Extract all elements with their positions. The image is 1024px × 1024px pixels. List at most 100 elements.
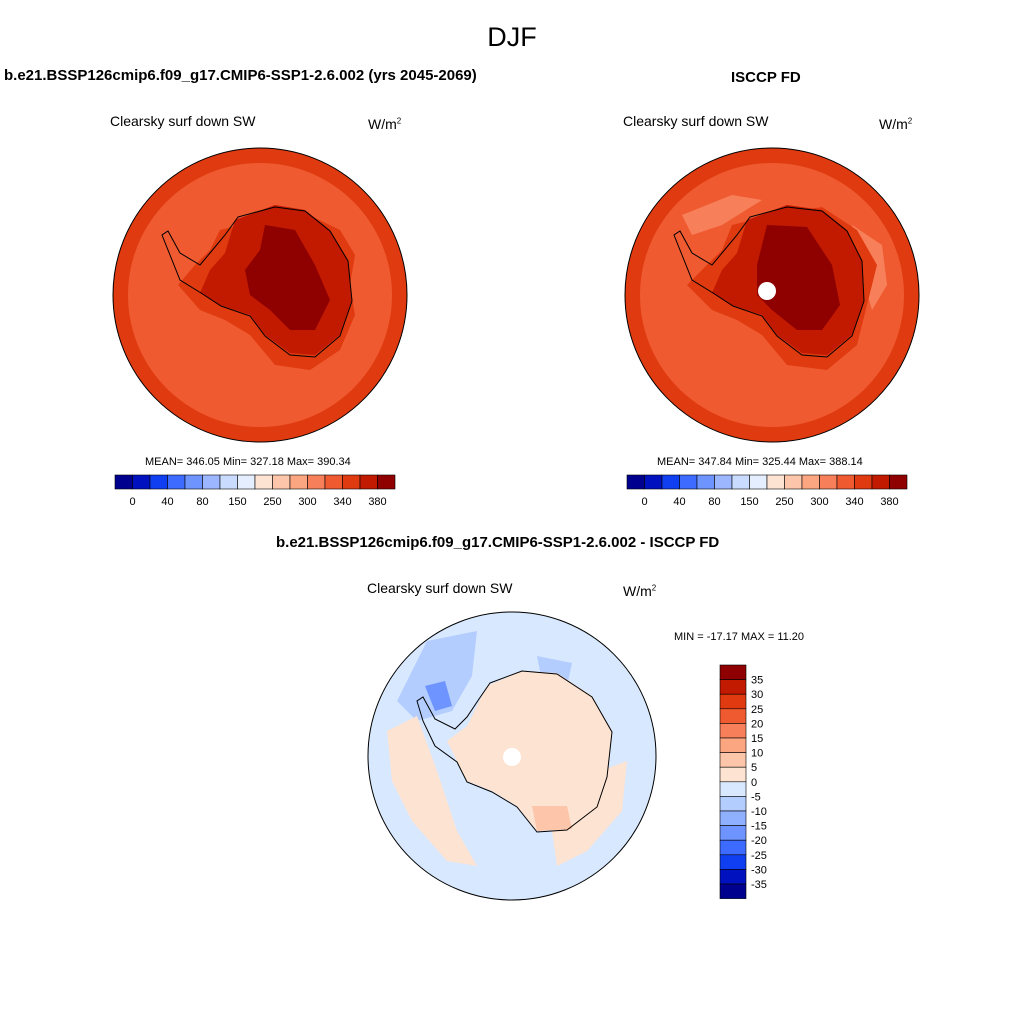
- colorbar-box: [719, 883, 747, 899]
- right-panel-title: ISCCP FD: [731, 69, 801, 86]
- diff-units-label: W/m2: [623, 583, 657, 599]
- colorbar-box: [719, 781, 747, 797]
- diff-colorbar-labels: 35 30 25 20 15 10 5 0 -5 -10 -15 -20 -25 -30 -35: [751, 675, 767, 891]
- diff-colorbar: 35 30 25 20 15 10 5 0 -5 -10 -15 -20 -25 -30 -35: [719, 664, 767, 899]
- colorbar-box: [719, 854, 747, 870]
- map-border: [112, 147, 408, 443]
- neg-diff-patch: [397, 631, 477, 721]
- colorbar-tick-label: -20: [751, 835, 767, 847]
- colorbar-box: [219, 474, 238, 490]
- colorbar-tick-label: 340: [845, 496, 863, 508]
- right-variable-label: Clearsky surf down SW: [623, 113, 769, 129]
- pos-diff-ocean-east: [552, 761, 627, 866]
- map-border: [367, 611, 657, 901]
- left-variable-label: Clearsky surf down SW: [110, 113, 256, 129]
- right-colorbar: 0 40 80 150 250 300 340 380: [626, 474, 908, 508]
- left-units-label: W/m2: [368, 116, 402, 132]
- colorbar-tick-label: 20: [751, 718, 763, 730]
- colorbar-box: [719, 679, 747, 695]
- colorbar-tick-label: 15: [751, 733, 763, 745]
- colorbar-box: [377, 474, 396, 490]
- colorbar-box: [254, 474, 273, 490]
- colorbar-tick-label: 0: [751, 777, 757, 789]
- colorbar-box: [714, 474, 733, 490]
- colorbar-box: [719, 708, 747, 724]
- diff-polar-map: [367, 611, 657, 901]
- colorbar-box: [324, 474, 343, 490]
- colorbar-tick-label: 80: [708, 496, 720, 508]
- right-colorbar-boxes: [626, 474, 908, 490]
- pole-missing-data: [758, 282, 776, 300]
- colorbar-box: [784, 474, 803, 490]
- colorbar-box: [719, 737, 747, 753]
- colorbar-box: [237, 474, 256, 490]
- antarctica-coastline: [416, 670, 613, 833]
- antarctica-warm-patch: [532, 806, 572, 831]
- colorbar-box: [719, 766, 747, 783]
- diff-colorbar-boxes: [719, 664, 747, 899]
- colorbar-box: [202, 474, 221, 490]
- colorbar-tick-label: 0: [641, 496, 647, 508]
- colorbar-box: [184, 474, 203, 490]
- colorbar-box: [719, 869, 747, 885]
- diff-stats: MIN = -17.17 MAX = 11.20: [674, 631, 805, 643]
- colorbar-box: [644, 474, 663, 490]
- antarctica-coastline: [161, 206, 353, 358]
- colorbar-box: [749, 474, 768, 490]
- colorbar-tick-label: -10: [751, 806, 767, 818]
- colorbar-tick-label: 150: [228, 496, 246, 508]
- colorbar-box: [289, 474, 308, 490]
- season-title: DJF: [487, 22, 537, 52]
- colorbar-box: [719, 693, 747, 710]
- colorbar-box: [272, 474, 291, 490]
- colorbar-tick-label: 30: [751, 689, 763, 701]
- colorbar-box: [307, 474, 326, 490]
- colorbar-box: [731, 474, 750, 490]
- colorbar-tick-label: 0: [129, 496, 135, 508]
- colorbar-tick-label: 80: [196, 496, 208, 508]
- colorbar-tick-label: -25: [751, 850, 767, 862]
- colorbar-box: [359, 474, 378, 490]
- antarctica-coastline: [673, 206, 865, 358]
- right-polar-map: [624, 147, 920, 443]
- colorbar-tick-label: -30: [751, 864, 767, 876]
- left-colorbar-boxes: [114, 474, 396, 490]
- colorbar-box: [766, 474, 785, 490]
- antarctica-pos-diff: [447, 671, 612, 831]
- pos-diff-ocean-west: [387, 716, 477, 866]
- colorbar-tick-label: 300: [298, 496, 316, 508]
- colorbar-tick-label: 250: [263, 496, 281, 508]
- left-panel-title: b.e21.BSSP126cmip6.f09_g17.CMIP6-SSP1-2.…: [4, 67, 477, 84]
- colorbar-tick-label: 10: [751, 748, 763, 760]
- right-stats: MEAN= 347.84 Min= 325.44 Max= 388.14: [657, 456, 863, 468]
- diff-panel-title: b.e21.BSSP126cmip6.f09_g17.CMIP6-SSP1-2.…: [276, 534, 720, 551]
- colorbar-box: [801, 474, 820, 490]
- left-stats: MEAN= 346.05 Min= 327.18 Max= 390.34: [145, 456, 351, 468]
- map-border: [624, 147, 920, 443]
- left-colorbar: 0 40 80 150 250 300 340 380: [114, 474, 396, 508]
- colorbar-box: [719, 839, 747, 856]
- colorbar-tick-label: 5: [751, 762, 757, 774]
- colorbar-box: [132, 474, 151, 490]
- left-polar-map: [112, 147, 408, 443]
- colorbar-box: [719, 664, 747, 680]
- colorbar-box: [679, 474, 698, 490]
- colorbar-tick-label: -35: [751, 879, 767, 891]
- left-colorbar-labels: 0 40 80 150 250 300 340 380: [129, 496, 386, 508]
- colorbar-tick-label: 340: [333, 496, 351, 508]
- colorbar-box: [889, 474, 908, 490]
- antarctica-interior: [757, 225, 840, 330]
- colorbar-tick-label: 40: [673, 496, 685, 508]
- colorbar-box: [819, 474, 838, 490]
- colorbar-tick-label: 25: [751, 704, 763, 716]
- colorbar-box: [149, 474, 168, 490]
- colorbar-box: [854, 474, 873, 490]
- colorbar-box: [719, 825, 747, 841]
- antarctica-interior: [245, 225, 330, 330]
- colorbar-box: [167, 474, 186, 490]
- colorbar-box: [661, 474, 680, 490]
- ocean-light-patch: [682, 195, 762, 235]
- colorbar-box: [719, 796, 747, 812]
- colorbar-tick-label: 150: [740, 496, 758, 508]
- colorbar-box: [342, 474, 361, 490]
